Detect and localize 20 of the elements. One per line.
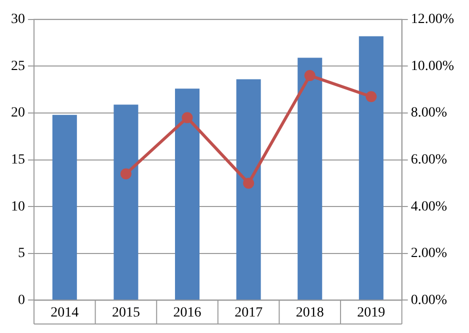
y2-tick-label: 8.00%	[410, 106, 448, 121]
y2-tick-label: 6.00%	[410, 152, 448, 168]
y-tick-label: 0	[18, 292, 25, 308]
x-tick-label: 2016	[173, 305, 202, 320]
x-tick-label: 2018	[296, 305, 324, 320]
y-tick-label: 30	[11, 12, 25, 28]
y2-tick-label: 12.00%	[410, 12, 454, 28]
x-tick-label: 2014	[50, 305, 79, 320]
y2-tick-label: 4.00%	[410, 199, 448, 214]
y-tick-label: 20	[11, 106, 25, 121]
y-tick-label: 10	[11, 199, 25, 214]
y2-tick-label: 2.00%	[410, 246, 448, 262]
x-tick-label: 2015	[112, 305, 140, 320]
y-tick-label: 25	[11, 58, 25, 74]
y2-tick-label: 0.00%	[410, 292, 448, 308]
y-tick-label: 15	[11, 152, 25, 168]
y2-tick-label: 10.00%	[410, 58, 454, 74]
x-tick-label: 2019	[357, 305, 386, 320]
y-tick-label: 5	[18, 246, 25, 262]
x-tick-label: 2017	[234, 305, 263, 320]
